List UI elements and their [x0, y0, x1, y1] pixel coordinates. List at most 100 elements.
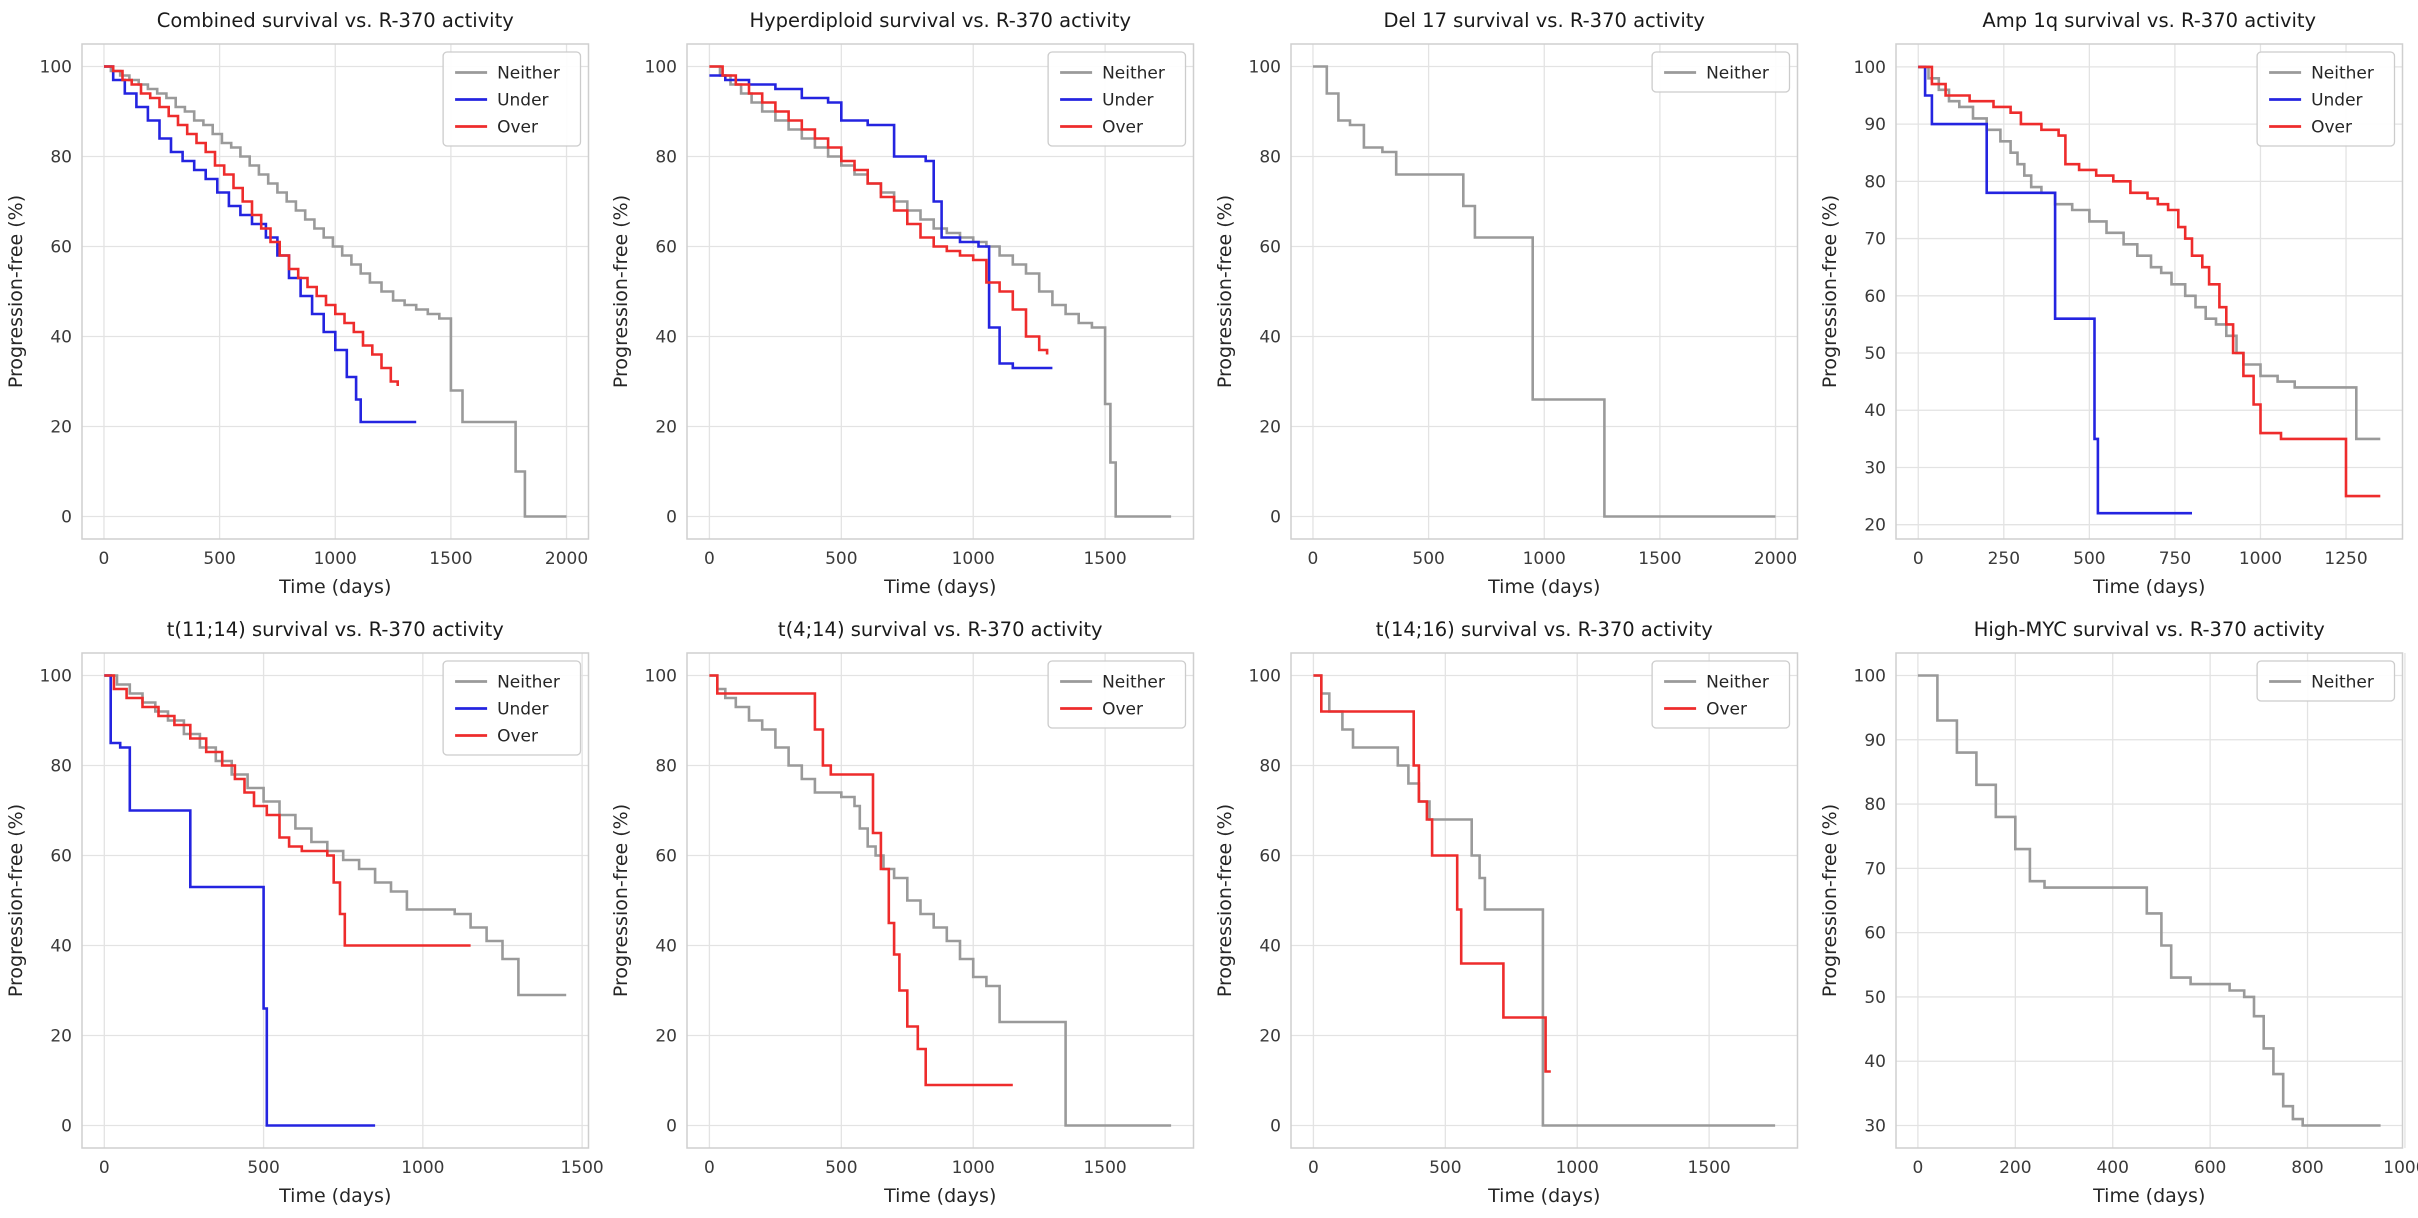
x-tick-label: 0 — [1308, 1158, 1319, 1178]
x-tick-label: 1000 — [1556, 1158, 1599, 1178]
x-tick-label: 1500 — [560, 1158, 603, 1178]
axes-border — [685, 43, 1194, 540]
y-tick-label: 70 — [1864, 859, 1886, 879]
legend-label-under: Under — [497, 700, 548, 720]
x-tick-label: 1500 — [1083, 1158, 1126, 1178]
km-curve-neither — [104, 65, 567, 518]
legend-label-over: Over — [2311, 118, 2352, 138]
y-tick-label: 40 — [655, 328, 677, 348]
y-axis-label: Progression-free (%) — [5, 195, 27, 388]
legend-label-neither: Neither — [497, 673, 560, 693]
legend-label-neither: Neither — [1706, 64, 1769, 84]
y-tick-label: 80 — [655, 757, 677, 777]
x-axis-label: Time (days) — [1487, 1185, 1600, 1207]
x-tick-label: 1500 — [429, 549, 472, 569]
x-tick-label: 500 — [825, 1158, 857, 1178]
legend-box — [442, 660, 582, 756]
y-tick-label: 80 — [1864, 795, 1886, 815]
y-tick-label: 60 — [50, 238, 72, 258]
km-curve-over — [708, 65, 1048, 355]
x-tick-label: 2000 — [1754, 549, 1797, 569]
x-tick-label: 600 — [2193, 1158, 2225, 1178]
x-axis-label: Time (days) — [883, 576, 996, 598]
x-tick-label: 1000 — [401, 1158, 444, 1178]
legend: Neither Under Over — [2255, 51, 2395, 147]
y-tick-label: 80 — [1259, 148, 1281, 168]
axes-border — [1894, 652, 2403, 1149]
x-tick-label: 500 — [1429, 1158, 1461, 1178]
x-tick-label: 1000 — [2238, 549, 2281, 569]
x-axis-label: Time (days) — [883, 1185, 996, 1207]
km-curve-under — [1917, 65, 2192, 515]
y-tick-label: 40 — [1864, 401, 1886, 421]
legend-box — [442, 51, 582, 147]
x-tick-label: 1000 — [1523, 549, 1566, 569]
km-curve-under — [708, 74, 1052, 370]
y-tick-label: 20 — [1259, 1027, 1281, 1047]
y-axis-label: Progression-free (%) — [1819, 804, 1841, 997]
subplot-canvas-del17: Del 17 survival vs. R-370 activity Time (… — [1214, 9, 1799, 598]
subplot-hyperdiploid: Hyperdiploid survival vs. R-370 activity… — [605, 0, 1210, 609]
x-tick-label: 500 — [1412, 549, 1444, 569]
subplot-canvas-amp1q: Amp 1q survival vs. R-370 activity Time (… — [1819, 9, 2403, 598]
km-curve-over — [1917, 65, 2380, 498]
subplot-canvas-t4-14: t(4;14) survival vs. R-370 activity Time … — [610, 618, 1194, 1207]
x-tick-label: 500 — [247, 1158, 279, 1178]
x-tick-label: 400 — [2096, 1158, 2128, 1178]
subplot-title: Amp 1q survival vs. R-370 activity — [1982, 9, 2316, 32]
subplot-t4-14: t(4;14) survival vs. R-370 activity Time … — [605, 609, 1210, 1218]
subplot-canvas-t14-16: t(14;16) survival vs. R-370 activity Time… — [1214, 618, 1799, 1207]
legend-label-neither: Neither — [497, 64, 560, 84]
km-curve-over — [104, 674, 471, 947]
y-tick-label: 100 — [40, 667, 72, 687]
x-tick-label: 0 — [704, 549, 715, 569]
y-axis-label: Progression-free (%) — [5, 804, 27, 997]
y-tick-label: 0 — [61, 508, 72, 528]
subplot-canvas-high-myc: High-MYC survival vs. R-370 activity Time… — [1819, 618, 2418, 1207]
y-tick-label: 100 — [644, 667, 676, 687]
legend-label-under: Under — [2311, 91, 2362, 111]
y-tick-label: 20 — [655, 1027, 677, 1047]
y-tick-label: 40 — [655, 937, 677, 957]
y-axis-label: Progression-free (%) — [610, 804, 632, 997]
y-tick-label: 60 — [1259, 847, 1281, 867]
x-tick-label: 800 — [2291, 1158, 2323, 1178]
y-tick-label: 30 — [1864, 1117, 1886, 1137]
legend-label-under: Under — [1102, 91, 1153, 111]
subplot-title: t(4;14) survival vs. R-370 activity — [777, 618, 1102, 641]
x-tick-label: 0 — [99, 549, 110, 569]
legend: Neither Under Over — [1046, 51, 1186, 147]
km-curve-neither — [1917, 674, 2381, 1127]
y-axis-label: Progression-free (%) — [1214, 195, 1236, 388]
y-tick-label: 100 — [1853, 667, 1885, 687]
legend-box — [1046, 660, 1186, 729]
y-tick-label: 50 — [1864, 344, 1886, 364]
subplot-canvas-t11-14: t(11;14) survival vs. R-370 activity Time… — [5, 618, 604, 1207]
legend: Neither Under Over — [442, 51, 582, 147]
y-tick-label: 80 — [1864, 172, 1886, 192]
x-tick-label: 500 — [203, 549, 235, 569]
legend-label-over: Over — [1102, 700, 1143, 720]
y-tick-label: 0 — [666, 508, 677, 528]
km-curve-neither — [1313, 674, 1776, 1127]
legend-label-over: Over — [497, 727, 538, 747]
y-axis-label: Progression-free (%) — [1214, 804, 1236, 997]
subplot-title: t(14;16) survival vs. R-370 activity — [1376, 618, 1713, 641]
y-tick-label: 40 — [1864, 1052, 1886, 1072]
y-tick-label: 0 — [1270, 508, 1281, 528]
y-tick-label: 90 — [1864, 115, 1886, 135]
y-tick-label: 0 — [61, 1117, 72, 1137]
y-tick-label: 20 — [50, 418, 72, 438]
legend-box — [1651, 660, 1791, 729]
x-tick-label: 1000 — [951, 1158, 994, 1178]
legend-label-over: Over — [1102, 118, 1143, 138]
y-tick-label: 40 — [1259, 937, 1281, 957]
subplot-high-myc: High-MYC survival vs. R-370 activity Time… — [1814, 609, 2418, 1218]
subplot-title: t(11;14) survival vs. R-370 activity — [167, 618, 504, 641]
y-tick-label: 100 — [40, 58, 72, 78]
km-curve-under — [104, 674, 376, 1127]
x-tick-label: 200 — [1999, 1158, 2031, 1178]
axes-border — [81, 43, 590, 540]
